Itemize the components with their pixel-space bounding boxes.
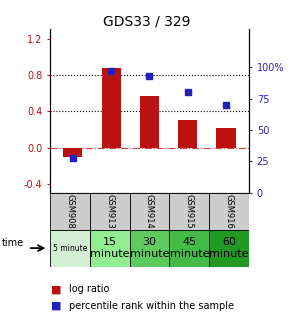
Text: GSM914: GSM914 xyxy=(145,194,154,229)
Text: 30
minute: 30 minute xyxy=(130,237,169,259)
Text: GDS33 / 329: GDS33 / 329 xyxy=(103,15,190,29)
Text: GSM908: GSM908 xyxy=(65,194,74,229)
Bar xyxy=(130,193,169,230)
Bar xyxy=(90,230,130,267)
Text: ■: ■ xyxy=(51,284,62,294)
Bar xyxy=(217,128,236,147)
Point xyxy=(109,68,113,74)
Text: 5 minute: 5 minute xyxy=(52,244,87,253)
Text: GSM913: GSM913 xyxy=(105,194,114,229)
Bar xyxy=(90,193,130,230)
Bar xyxy=(209,193,249,230)
Point xyxy=(147,73,152,78)
Text: log ratio: log ratio xyxy=(69,284,109,294)
Text: percentile rank within the sample: percentile rank within the sample xyxy=(69,301,234,311)
Bar xyxy=(50,230,90,267)
Bar xyxy=(50,193,90,230)
Text: 60
minute: 60 minute xyxy=(209,237,249,259)
Bar xyxy=(169,193,209,230)
Point xyxy=(185,90,190,95)
Point xyxy=(70,155,75,160)
Bar xyxy=(102,68,121,147)
Bar xyxy=(169,230,209,267)
Bar xyxy=(178,120,197,147)
Text: 15
minute: 15 minute xyxy=(90,237,129,259)
Text: 45
minute: 45 minute xyxy=(170,237,209,259)
Text: time: time xyxy=(1,238,24,248)
Bar xyxy=(140,96,159,147)
Text: GSM916: GSM916 xyxy=(225,194,234,229)
Bar xyxy=(63,147,82,157)
Bar xyxy=(130,230,169,267)
Text: ■: ■ xyxy=(51,301,62,311)
Bar xyxy=(209,230,249,267)
Point xyxy=(224,102,229,108)
Text: GSM915: GSM915 xyxy=(185,194,194,229)
